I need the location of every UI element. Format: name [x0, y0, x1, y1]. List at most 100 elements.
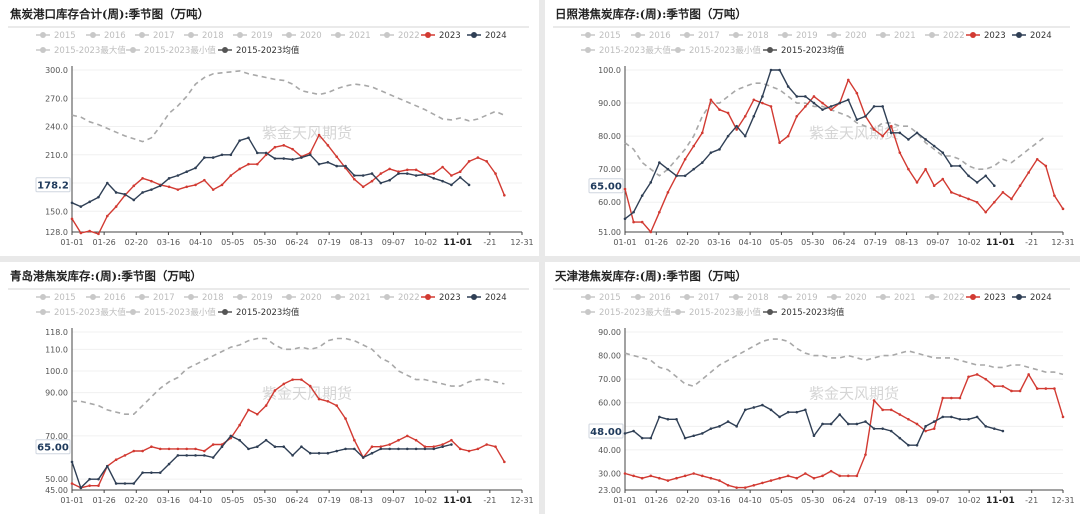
legend-item-2022[interactable]: 2022 — [925, 31, 965, 41]
legend-item-2015[interactable]: 2015 — [36, 31, 76, 41]
series-point-2023 — [211, 188, 215, 191]
legend-item-2021[interactable]: 2021 — [876, 293, 916, 303]
legend-item-2023[interactable]: 2023 — [421, 293, 461, 303]
series-point-2023 — [282, 382, 286, 386]
series-point-2024 — [829, 422, 833, 426]
series-point-2024 — [864, 420, 867, 423]
legend-item-2019[interactable]: 2019 — [233, 293, 273, 303]
legend-item-2019[interactable]: 2019 — [233, 31, 273, 41]
series-line-2023[interactable] — [624, 373, 1064, 489]
legend-dot — [929, 32, 935, 38]
legend-item-2022[interactable]: 2022 — [380, 31, 420, 41]
legend-item-2020[interactable]: 2020 — [827, 31, 867, 41]
legend-item-2015-2023最大值[interactable]: 2015-2023最大值 — [581, 45, 671, 56]
series-line-2024[interactable] — [71, 435, 452, 489]
x-tick-label: 05-05 — [770, 238, 793, 247]
legend-item-2015[interactable]: 2015 — [581, 31, 621, 41]
legend-item-2015-2023最小值[interactable]: 2015-2023最小值 — [126, 45, 216, 56]
series-point-2024 — [992, 184, 996, 188]
latest-value-tag: 65.00 — [35, 439, 71, 455]
series-point-2023 — [649, 230, 653, 234]
legend-dot — [675, 309, 681, 315]
series-point-2023 — [967, 197, 970, 201]
legend-item-2021[interactable]: 2021 — [331, 293, 371, 303]
legend-item-2020[interactable]: 2020 — [282, 293, 322, 303]
legend-label: 2015-2023最大值 — [54, 307, 126, 318]
legend-item-2024[interactable]: 2024 — [1012, 31, 1052, 41]
x-tick-label: 06-24 — [285, 496, 308, 505]
y-tick-label: 100.0 — [598, 66, 621, 75]
series-point-2024 — [812, 434, 816, 438]
legend-item-2018[interactable]: 2018 — [729, 293, 769, 303]
legend-item-2015-2023最大值[interactable]: 2015-2023最大值 — [581, 307, 671, 318]
legend-item-2024[interactable]: 2024 — [467, 31, 507, 41]
legend-item-2017[interactable]: 2017 — [680, 293, 720, 303]
legend-item-2015[interactable]: 2015 — [581, 293, 621, 303]
series-line-2024[interactable] — [624, 69, 995, 220]
legend-item-2018[interactable]: 2018 — [184, 31, 224, 41]
legend-item-2016[interactable]: 2016 — [631, 293, 671, 303]
legend-item-2018[interactable]: 2018 — [729, 31, 769, 41]
legend-item-2022[interactable]: 2022 — [380, 293, 420, 303]
legend-item-2021[interactable]: 2021 — [331, 31, 371, 41]
legend-item-2016[interactable]: 2016 — [86, 31, 126, 41]
legend-item-2021[interactable]: 2021 — [876, 31, 916, 41]
series-point-2023 — [992, 384, 996, 388]
legend-item-2015-2023最小值[interactable]: 2015-2023最小值 — [671, 45, 761, 56]
legend-item-2016[interactable]: 2016 — [86, 293, 126, 303]
legend-item-2015-2023最大值[interactable]: 2015-2023最大值 — [36, 307, 126, 318]
series-point-2023 — [786, 474, 790, 478]
x-tick-label: 11-01 — [986, 496, 1015, 506]
legend-item-2017[interactable]: 2017 — [135, 31, 175, 41]
legend-item-2019[interactable]: 2019 — [778, 31, 818, 41]
legend-item-2023[interactable]: 2023 — [421, 31, 461, 41]
legend-label: 2016 — [649, 293, 671, 303]
legend-item-2015-2023均值[interactable]: 2015-2023均值 — [218, 45, 300, 56]
x-tick-label: 07-19 — [318, 238, 341, 247]
legend-item-2020[interactable]: 2020 — [827, 293, 867, 303]
legend-item-2022[interactable]: 2022 — [925, 293, 965, 303]
legend-item-2017[interactable]: 2017 — [680, 31, 720, 41]
legend-label: 2024 — [1030, 293, 1052, 303]
legend-item-2015-2023均值[interactable]: 2015-2023均值 — [763, 307, 845, 318]
series-point-2024 — [388, 447, 391, 451]
series-line-2024[interactable] — [624, 404, 1004, 446]
legend-item-2015-2023最大值[interactable]: 2015-2023最大值 — [36, 45, 126, 56]
series-point-2023 — [291, 147, 294, 151]
legend-item-2020[interactable]: 2020 — [282, 31, 322, 41]
x-tick-label: 01-01 — [613, 496, 636, 505]
series-point-2023 — [804, 472, 807, 475]
series-point-2024 — [458, 176, 462, 179]
legend-item-2023[interactable]: 2023 — [966, 293, 1006, 303]
legend-item-2024[interactable]: 2024 — [467, 293, 507, 303]
legend-dot — [188, 32, 194, 38]
series-line-2023[interactable] — [71, 134, 506, 235]
series-line-2015-2023最大值[interactable] — [624, 338, 1064, 387]
series-line-2015-2023最大值[interactable] — [72, 337, 505, 415]
legend-item-2024[interactable]: 2024 — [1012, 293, 1052, 303]
legend-item-2015-2023最小值[interactable]: 2015-2023最小值 — [126, 307, 216, 318]
legend-item-2016[interactable]: 2016 — [631, 31, 671, 41]
series-point-2023 — [821, 474, 824, 478]
legend-item-2015-2023最小值[interactable]: 2015-2023最小值 — [671, 307, 761, 318]
series-line-2024[interactable] — [71, 137, 470, 208]
series-line-2023[interactable] — [71, 378, 506, 489]
x-tick-label: 04-10 — [189, 238, 212, 247]
legend-item-2017[interactable]: 2017 — [135, 293, 175, 303]
legend-label: 2015-2023最大值 — [599, 45, 671, 56]
latest-value-tag: 178.2 — [35, 177, 71, 193]
x-tick-label: 02-20 — [676, 238, 699, 247]
series-point-2024 — [632, 210, 635, 214]
series-point-2024 — [950, 164, 953, 168]
legend-item-2015-2023均值[interactable]: 2015-2023均值 — [218, 307, 300, 318]
series-point-2023 — [247, 162, 250, 166]
series-point-2023 — [683, 157, 687, 161]
series-point-2023 — [958, 194, 962, 197]
series-line-2023[interactable] — [624, 79, 1064, 233]
legend-item-2018[interactable]: 2018 — [184, 293, 224, 303]
legend-item-2023[interactable]: 2023 — [966, 31, 1006, 41]
legend-item-2015-2023均值[interactable]: 2015-2023均值 — [763, 45, 845, 56]
legend-item-2019[interactable]: 2019 — [778, 293, 818, 303]
legend-item-2015[interactable]: 2015 — [36, 293, 76, 303]
series-line-2015-2023最大值[interactable] — [71, 70, 505, 143]
